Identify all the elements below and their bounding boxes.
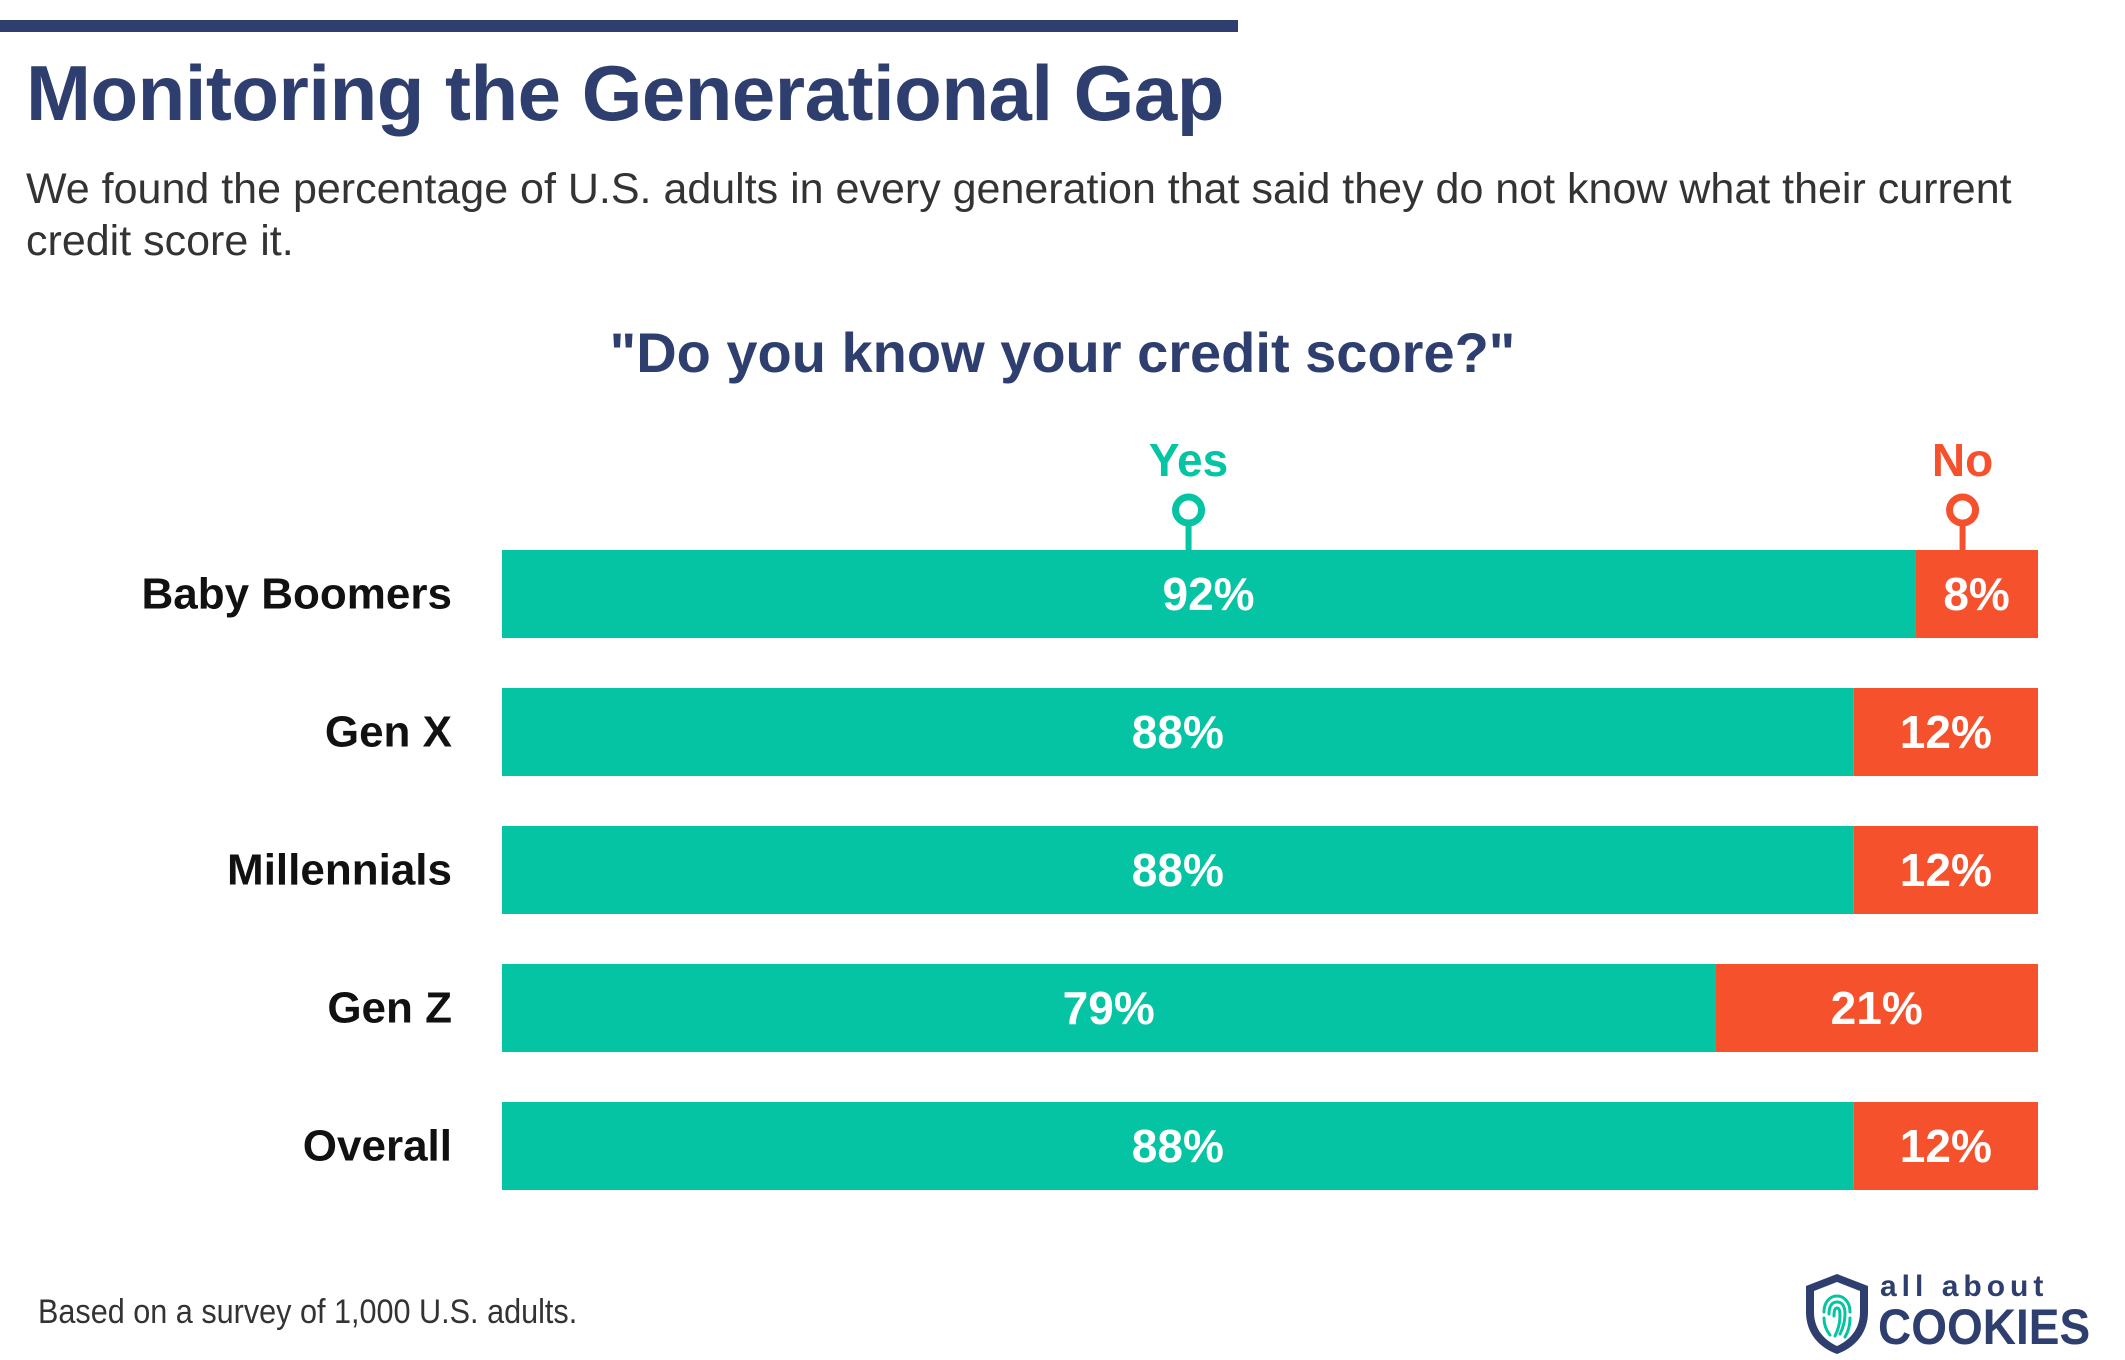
bar-no-gen-x	[1853, 688, 2038, 776]
bar-yes-overall	[502, 1102, 1854, 1190]
legend-label-yes: Yes	[1149, 434, 1228, 486]
data-label-yes-millennials: 88%	[1132, 844, 1224, 896]
bar-no-overall	[1853, 1102, 2038, 1190]
category-label-gen-x: Gen X	[325, 708, 452, 757]
page-subtitle: We found the percentage of U.S. adults i…	[26, 165, 2012, 265]
category-label-millennials: Millennials	[227, 846, 452, 895]
data-label-yes-gen-x: 88%	[1132, 706, 1224, 758]
chart-title: "Do you know your credit score?"	[609, 321, 1516, 384]
bar-yes-baby-boomers	[502, 550, 1916, 638]
all-about-cookies-logo: all about COOKIES	[1802, 1268, 2102, 1360]
survey-footnote: Based on a survey of 1,000 U.S. adults.	[38, 1293, 578, 1331]
logo-text-bottom: COOKIES	[1878, 1299, 2091, 1355]
category-label-baby-boomers: Baby Boomers	[141, 570, 452, 619]
data-label-yes-gen-z: 79%	[1063, 982, 1155, 1034]
bar-no-millennials	[1853, 826, 2038, 914]
stacked-bar-chart: Baby Boomers 92% 8% Gen X 88% 12% Millennials 8…	[141, 434, 2038, 1190]
category-label-overall: Overall	[303, 1122, 452, 1171]
data-label-no-gen-z: 21%	[1831, 982, 1923, 1034]
shield-fingerprint-icon	[1806, 1274, 1868, 1354]
legend-label-no: No	[1932, 434, 1993, 486]
bar-yes-gen-z	[502, 964, 1716, 1052]
legend-marker-no	[1946, 493, 1980, 527]
data-label-no-overall: 12%	[1900, 1120, 1992, 1172]
data-label-no-millennials: 12%	[1900, 844, 1992, 896]
bar-no-gen-z	[1715, 964, 2038, 1052]
bar-no-baby-boomers	[1915, 550, 2038, 638]
top-rule	[0, 20, 1238, 32]
data-label-yes-overall: 88%	[1132, 1120, 1224, 1172]
bar-yes-millennials	[502, 826, 1854, 914]
data-label-yes-baby-boomers: 92%	[1163, 568, 1255, 620]
page-title: Monitoring the Generational Gap	[26, 49, 1224, 137]
legend-marker-yes	[1172, 493, 1206, 527]
data-label-no-gen-x: 12%	[1900, 706, 1992, 758]
category-label-gen-z: Gen Z	[327, 984, 452, 1033]
bar-yes-gen-x	[502, 688, 1854, 776]
logo-text-top: all about	[1880, 1270, 2049, 1303]
data-label-no-baby-boomers: 8%	[1943, 568, 2009, 620]
